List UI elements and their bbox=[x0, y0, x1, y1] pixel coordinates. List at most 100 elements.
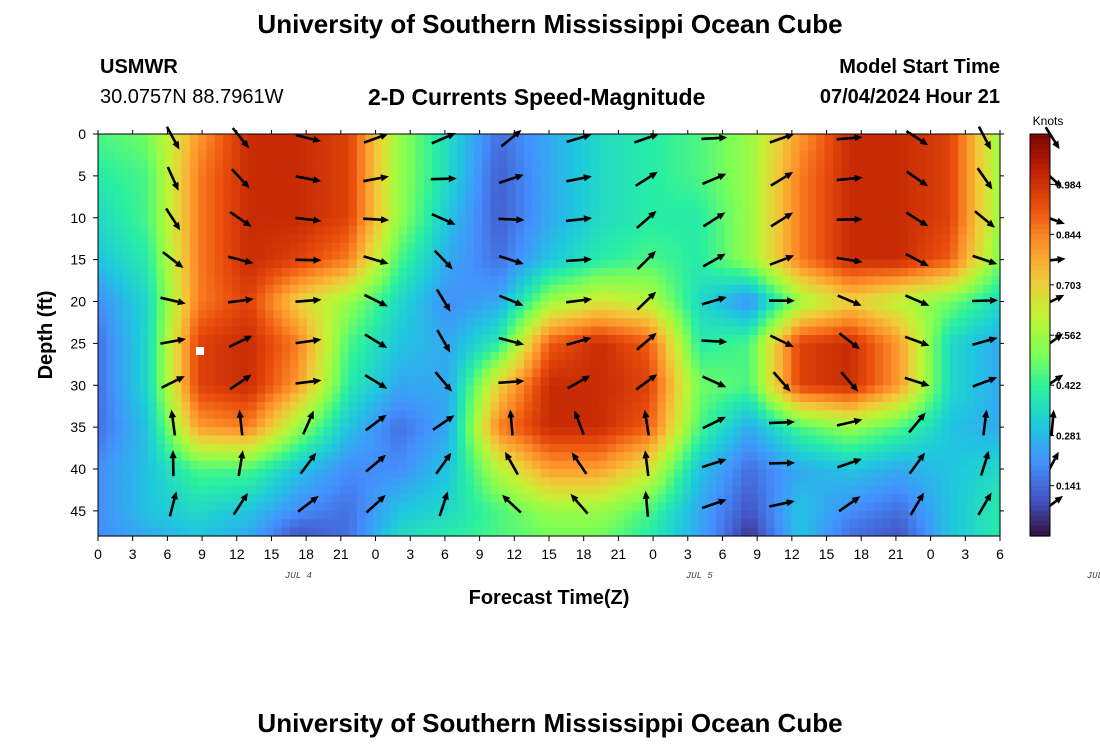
heatmap-cell bbox=[883, 418, 893, 428]
heatmap-cell bbox=[473, 443, 483, 453]
heatmap-cell bbox=[657, 276, 667, 286]
heatmap-cell bbox=[791, 217, 801, 227]
heatmap-cell bbox=[891, 360, 901, 370]
heatmap-cell bbox=[791, 268, 801, 277]
heatmap-cell bbox=[457, 309, 467, 319]
chart-title: 2-D Currents Speed-Magnitude bbox=[368, 84, 706, 110]
heatmap-cell bbox=[958, 418, 968, 428]
heatmap-cell bbox=[674, 410, 684, 420]
heatmap-cell bbox=[874, 209, 884, 219]
heatmap-cell bbox=[98, 376, 107, 386]
heatmap-cell bbox=[465, 134, 475, 143]
heatmap-cell bbox=[757, 150, 767, 160]
heatmap-cell bbox=[807, 368, 817, 378]
heatmap-cell bbox=[465, 469, 475, 478]
heatmap-cell bbox=[983, 276, 993, 286]
heatmap-cell bbox=[181, 142, 191, 152]
heatmap-cell bbox=[164, 368, 174, 378]
heatmap-cell bbox=[565, 184, 575, 194]
heatmap-cell bbox=[741, 452, 751, 462]
heatmap-cell bbox=[523, 167, 533, 177]
heatmap-cell bbox=[983, 360, 993, 370]
heatmap-cell bbox=[974, 268, 984, 277]
heatmap-cell bbox=[114, 234, 124, 244]
heatmap-cell bbox=[883, 477, 893, 487]
heatmap-cell bbox=[290, 452, 300, 462]
heatmap-cell bbox=[540, 209, 550, 219]
heatmap-cell bbox=[891, 259, 901, 269]
heatmap-cell bbox=[690, 301, 700, 311]
heatmap-cell bbox=[716, 276, 725, 286]
heatmap-cell bbox=[807, 284, 817, 294]
heatmap-cell bbox=[523, 175, 533, 185]
heatmap-cell bbox=[256, 159, 266, 169]
heatmap-cell bbox=[799, 184, 809, 194]
heatmap-cell bbox=[415, 368, 425, 378]
heatmap-cell bbox=[515, 309, 525, 319]
heatmap-cell bbox=[265, 209, 274, 219]
heatmap-cell bbox=[632, 443, 642, 453]
heatmap-cell bbox=[465, 435, 475, 445]
heatmap-cell bbox=[98, 301, 107, 311]
heatmap-cell bbox=[832, 259, 842, 269]
heatmap-cell bbox=[866, 134, 876, 143]
heatmap-cell bbox=[757, 351, 767, 361]
heatmap-cell bbox=[181, 435, 191, 445]
heatmap-cell bbox=[832, 335, 842, 344]
heatmap-cell bbox=[256, 402, 266, 411]
heatmap-cell bbox=[665, 217, 675, 227]
heatmap-cell bbox=[423, 209, 433, 219]
heatmap-cell bbox=[415, 402, 425, 411]
heatmap-cell bbox=[974, 477, 984, 487]
heatmap-cell bbox=[423, 368, 433, 378]
heatmap-cell bbox=[582, 460, 592, 470]
heatmap-cell bbox=[432, 360, 442, 370]
heatmap-cell bbox=[381, 175, 391, 185]
heatmap-cell bbox=[139, 460, 149, 470]
heatmap-cell bbox=[991, 469, 1001, 478]
heatmap-cell bbox=[908, 242, 918, 252]
heatmap-cell bbox=[983, 418, 993, 428]
heatmap-cell bbox=[657, 192, 667, 202]
heatmap-cell bbox=[716, 234, 725, 244]
heatmap-cell bbox=[498, 167, 508, 177]
heatmap-cell bbox=[899, 502, 909, 512]
heatmap-cell bbox=[832, 293, 842, 303]
heatmap-cell bbox=[323, 309, 333, 319]
heatmap-cell bbox=[515, 485, 525, 495]
heatmap-cell bbox=[148, 159, 158, 169]
heatmap-cell bbox=[991, 234, 1001, 244]
heatmap-cell bbox=[724, 134, 734, 143]
heatmap-cell bbox=[298, 427, 308, 437]
heatmap-cell bbox=[933, 452, 943, 462]
heatmap-cell bbox=[741, 502, 751, 512]
heatmap-cell bbox=[565, 284, 575, 294]
heatmap-cell bbox=[281, 150, 291, 160]
heatmap-cell bbox=[173, 226, 183, 236]
heatmap-cell bbox=[131, 175, 141, 185]
heatmap-cell bbox=[649, 477, 659, 487]
heatmap-cell bbox=[365, 402, 375, 411]
heatmap-cell bbox=[749, 460, 759, 470]
heatmap-cell bbox=[540, 159, 550, 169]
heatmap-cell bbox=[390, 309, 400, 319]
heatmap-cell bbox=[323, 234, 333, 244]
heatmap-cell bbox=[448, 184, 458, 194]
heatmap-cell bbox=[916, 485, 926, 495]
heatmap-cell bbox=[615, 360, 625, 370]
heatmap-cell bbox=[858, 452, 867, 462]
heatmap-cell bbox=[515, 301, 525, 311]
heatmap-cell bbox=[607, 460, 617, 470]
heatmap-cell bbox=[356, 301, 366, 311]
heatmap-cell bbox=[949, 318, 959, 328]
heatmap-cell bbox=[949, 460, 959, 470]
heatmap-cell bbox=[473, 343, 483, 353]
heatmap-cell bbox=[214, 309, 224, 319]
heatmap-cell bbox=[156, 150, 166, 160]
heatmap-cell bbox=[156, 360, 166, 370]
heatmap-cell bbox=[716, 226, 725, 236]
heatmap-cell bbox=[265, 226, 274, 236]
heatmap-cell bbox=[799, 418, 809, 428]
heatmap-cell bbox=[440, 175, 450, 185]
heatmap-cell bbox=[390, 351, 400, 361]
